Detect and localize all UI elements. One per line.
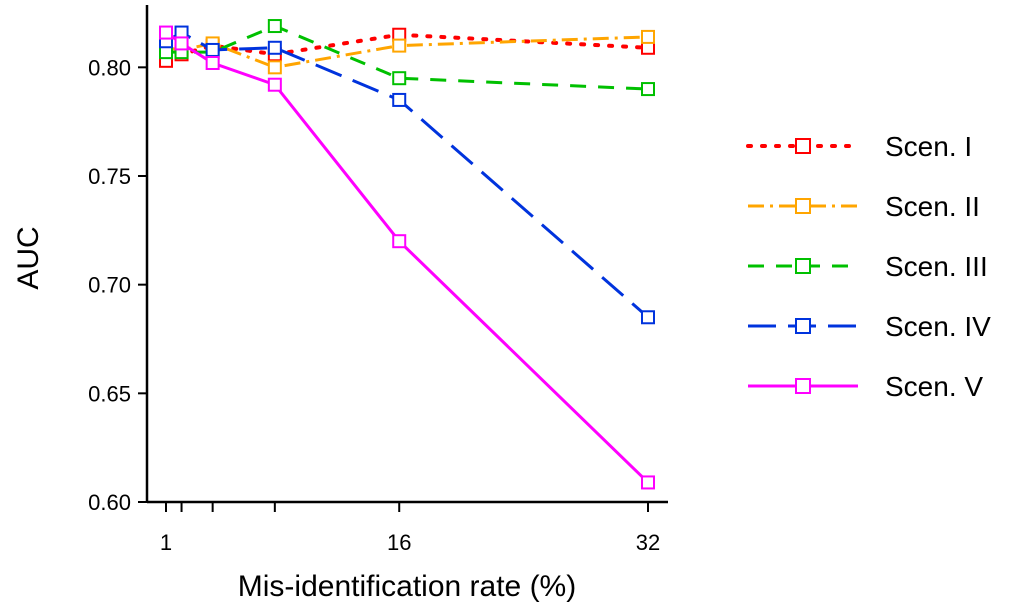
series-scen-ii bbox=[159, 29, 655, 75]
data-point bbox=[641, 310, 655, 325]
series-scen-v bbox=[159, 25, 655, 490]
legend-label: Scen. I bbox=[885, 131, 972, 162]
data-point bbox=[267, 60, 282, 75]
series-scen-iv bbox=[159, 25, 655, 325]
legend-label: Scen. II bbox=[885, 191, 980, 222]
x-tick-label: 1 bbox=[160, 530, 172, 555]
legend-item-scen-iii: Scen. III bbox=[748, 251, 988, 282]
legend-marker bbox=[795, 318, 811, 334]
legend-label: Scen. III bbox=[885, 251, 988, 282]
y-tick-label: 0.80 bbox=[88, 55, 131, 80]
legend-marker bbox=[795, 258, 811, 274]
y-tick-label: 0.75 bbox=[88, 164, 131, 189]
y-tick-label: 0.60 bbox=[88, 490, 131, 515]
data-point bbox=[392, 71, 407, 86]
series-line-scen-v bbox=[165, 31, 650, 484]
data-point bbox=[392, 234, 407, 249]
x-tick-label: 32 bbox=[636, 530, 660, 555]
data-point bbox=[267, 40, 282, 55]
data-point bbox=[205, 55, 220, 70]
legend-item-scen-iv: Scen. IV bbox=[748, 311, 991, 342]
data-point bbox=[159, 25, 173, 40]
legend-item-scen-ii: Scen. II bbox=[748, 191, 980, 222]
data-point bbox=[641, 82, 655, 97]
series-scen-i bbox=[159, 27, 655, 68]
data-point bbox=[267, 77, 282, 92]
legend-label: Scen. IV bbox=[885, 311, 991, 342]
y-axis-title: AUC bbox=[12, 226, 45, 289]
legend-item-scen-i: Scen. I bbox=[746, 131, 972, 162]
data-point bbox=[205, 42, 220, 57]
y-tick-label: 0.70 bbox=[88, 273, 131, 298]
legend-item-scen-v: Scen. V bbox=[748, 371, 983, 402]
data-point bbox=[641, 29, 655, 44]
data-point bbox=[392, 92, 407, 107]
x-tick-label: 16 bbox=[387, 530, 411, 555]
series-scen-iii bbox=[159, 19, 655, 97]
series-layer bbox=[159, 19, 655, 490]
series-line-scen-ii bbox=[165, 35, 649, 69]
series-line-scen-iv bbox=[165, 30, 649, 319]
legend-label: Scen. V bbox=[885, 371, 983, 402]
data-point bbox=[267, 19, 282, 34]
y-tick-label: 0.65 bbox=[88, 381, 131, 406]
axes: 0.60 0.65 0.70 0.75 0.80 1 16 32 bbox=[88, 5, 668, 555]
data-point bbox=[392, 38, 407, 53]
data-point bbox=[641, 475, 655, 490]
legend-marker bbox=[795, 138, 811, 154]
legend-marker bbox=[795, 378, 811, 394]
legend-marker bbox=[795, 198, 811, 214]
x-axis-title: Mis-identification rate (%) bbox=[238, 570, 576, 603]
data-point bbox=[174, 36, 189, 51]
legend: Scen. I Scen. II Scen. III Scen. IV Scen. V bbox=[746, 131, 991, 402]
series-line-scen-iii bbox=[166, 24, 649, 91]
